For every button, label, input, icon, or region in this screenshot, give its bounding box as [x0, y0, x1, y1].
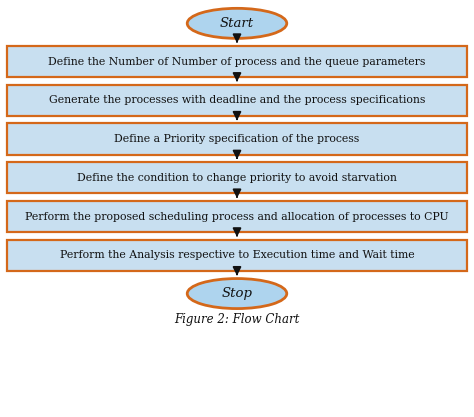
Text: Stop: Stop [221, 287, 253, 300]
FancyBboxPatch shape [7, 162, 467, 193]
FancyBboxPatch shape [7, 85, 467, 116]
Ellipse shape [187, 8, 287, 38]
FancyBboxPatch shape [7, 240, 467, 271]
Text: Perform the proposed scheduling process and allocation of processes to CPU: Perform the proposed scheduling process … [25, 212, 449, 221]
Text: Define a Priority specification of the process: Define a Priority specification of the p… [114, 134, 360, 144]
Text: Figure 2: Flow Chart: Figure 2: Flow Chart [174, 313, 300, 326]
FancyBboxPatch shape [7, 123, 467, 155]
FancyBboxPatch shape [7, 46, 467, 77]
Ellipse shape [187, 279, 287, 309]
Text: Generate the processes with deadline and the process specifications: Generate the processes with deadline and… [49, 95, 425, 105]
Text: Define the condition to change priority to avoid starvation: Define the condition to change priority … [77, 173, 397, 183]
FancyBboxPatch shape [7, 201, 467, 232]
Text: Define the Number of Number of process and the queue parameters: Define the Number of Number of process a… [48, 57, 426, 66]
Text: Start: Start [220, 17, 254, 30]
Text: Perform the Analysis respective to Execution time and Wait time: Perform the Analysis respective to Execu… [60, 251, 414, 260]
